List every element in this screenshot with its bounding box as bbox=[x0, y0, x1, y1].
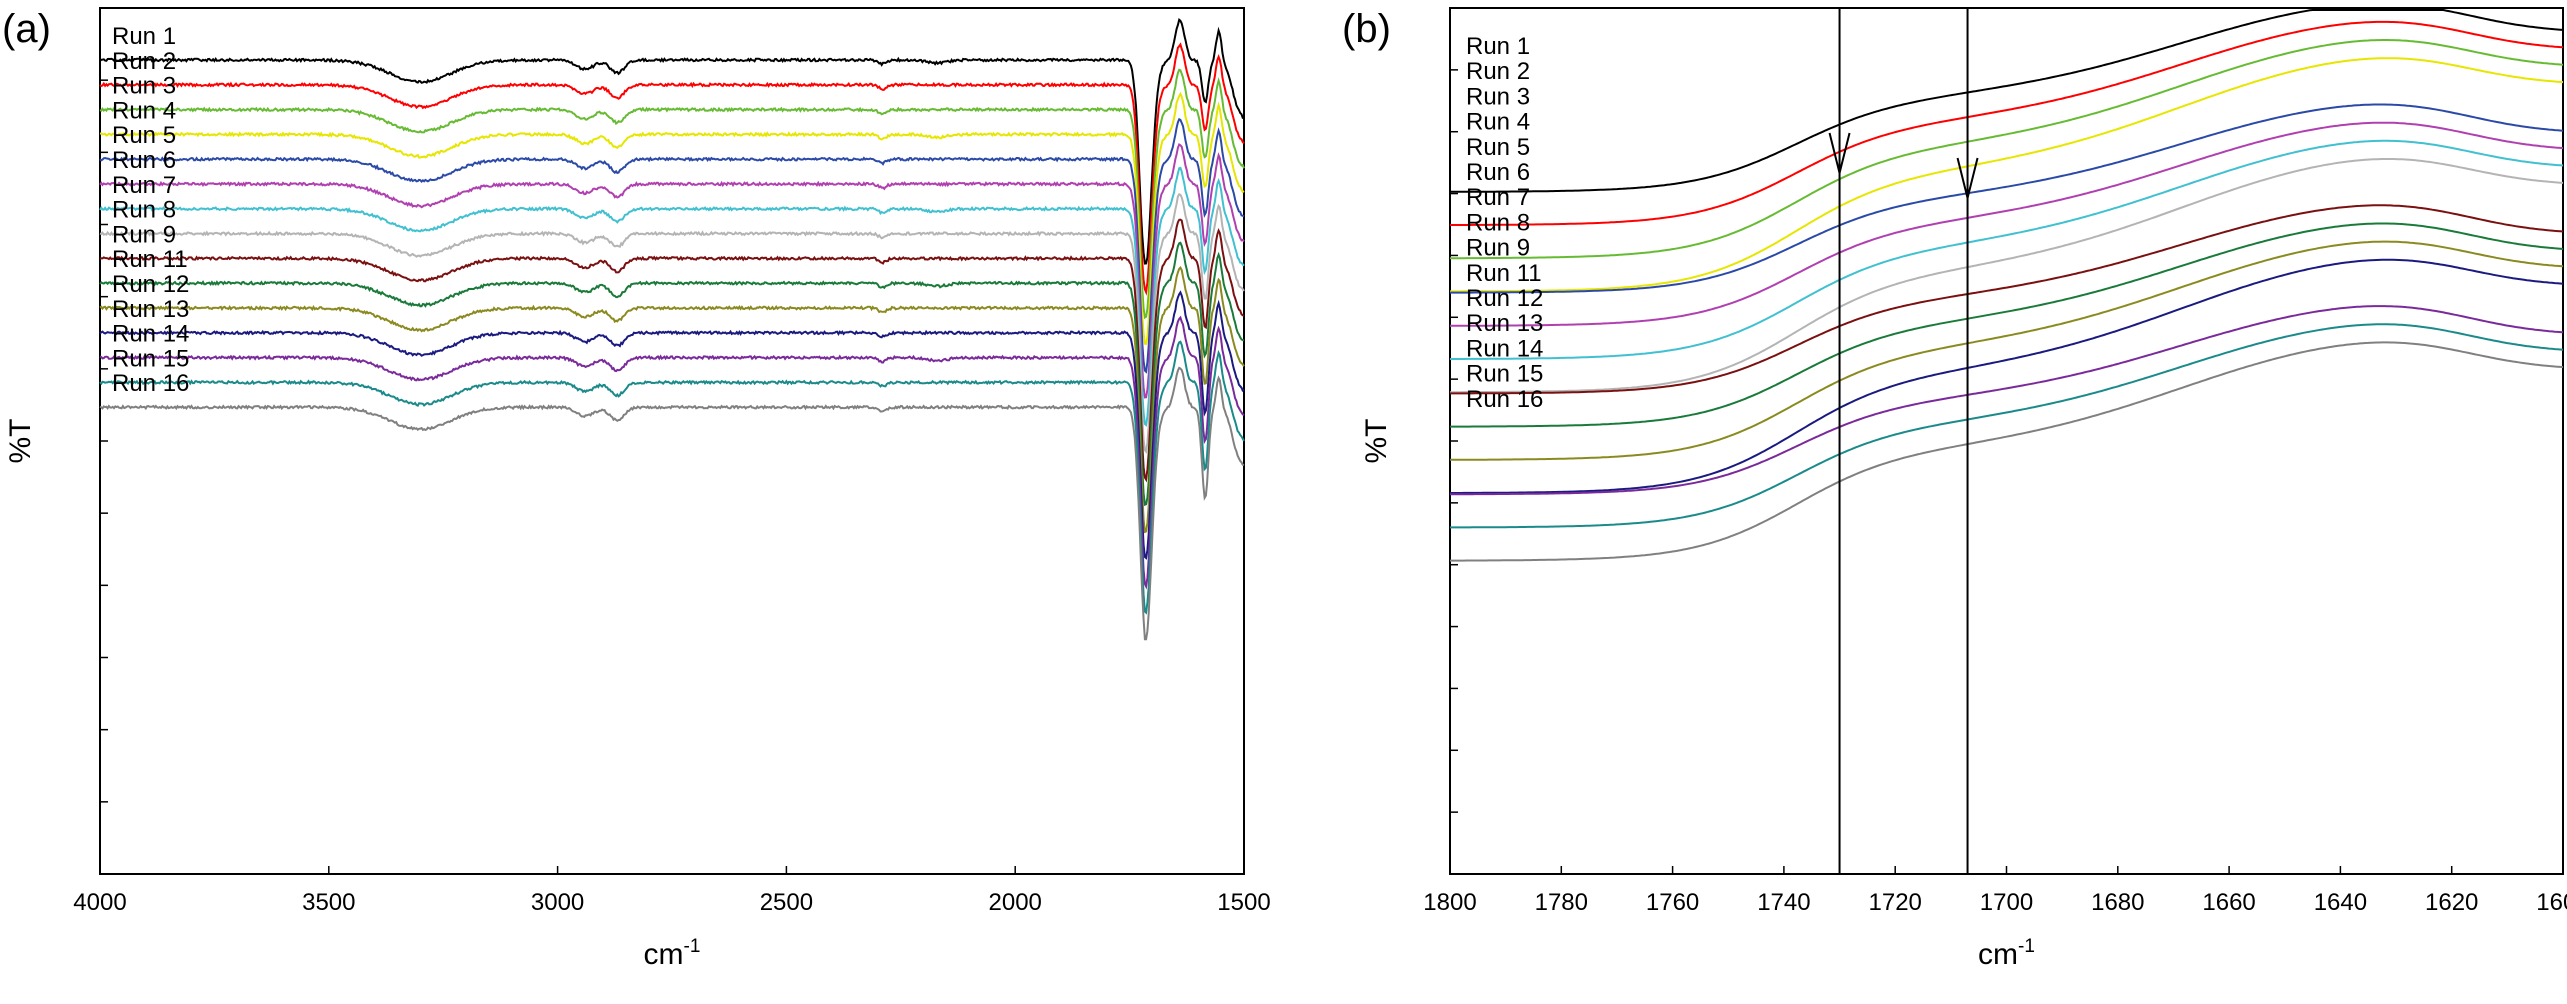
series-line-run-7 bbox=[1450, 139, 2564, 360]
legend-label-run-15: Run 15 bbox=[112, 345, 189, 372]
legend-label-run-1: Run 1 bbox=[1466, 33, 1530, 60]
legend-label-run-3: Run 3 bbox=[112, 73, 176, 100]
series-line-run-14 bbox=[1450, 305, 2564, 496]
legend-label-run-2: Run 2 bbox=[1466, 58, 1530, 85]
x-tick-label-1660: 1660 bbox=[2202, 889, 2255, 916]
series-line-run-14 bbox=[99, 315, 1245, 590]
x-tick-label-1600: 1600 bbox=[2536, 889, 2567, 916]
x-axis-title-superscript: -1 bbox=[684, 936, 701, 957]
panel-b: 1800 1780 1760 1740 1720 1700 1680 1660 1640 1620… bbox=[1360, 7, 2567, 971]
series-line-run-13 bbox=[99, 290, 1245, 560]
x-axis-title-superscript: -1 bbox=[2018, 936, 2035, 957]
x-tick-label-1720: 1720 bbox=[1869, 889, 1922, 916]
legend-label-run-11: Run 11 bbox=[1466, 260, 1542, 287]
legend-label-run-5: Run 5 bbox=[112, 122, 176, 149]
legend-label-run-15: Run 15 bbox=[1466, 361, 1543, 388]
series-line-run-8 bbox=[99, 193, 1245, 455]
x-tick-label-1760: 1760 bbox=[1646, 889, 1699, 916]
legend-label-run-16: Run 16 bbox=[112, 370, 189, 397]
legend-label-run-14: Run 14 bbox=[112, 321, 189, 348]
marker-arrow-1730 bbox=[1828, 132, 1851, 174]
series-line-run-13 bbox=[1450, 258, 2564, 494]
x-tick-label-1500: 1500 bbox=[1217, 889, 1270, 916]
marker-arrow-1707 bbox=[1956, 157, 1979, 199]
series-line-run-16 bbox=[99, 366, 1245, 641]
x-tick-label-2000: 2000 bbox=[989, 889, 1042, 916]
legend-label-run-4: Run 4 bbox=[112, 97, 176, 124]
series-line-run-12 bbox=[1450, 240, 2564, 461]
series-line-run-9 bbox=[1450, 204, 2564, 395]
series-line-run-3 bbox=[1450, 39, 2564, 260]
series-line-run-6 bbox=[1450, 121, 2564, 327]
series-line-run-4 bbox=[1450, 57, 2564, 293]
series-line-run-2 bbox=[99, 42, 1245, 296]
series-line-run-5 bbox=[1450, 103, 2564, 294]
y-axis-title: %T bbox=[1360, 419, 1393, 464]
x-tick-label-2500: 2500 bbox=[760, 889, 813, 916]
x-axis-title: cm-1 bbox=[1978, 936, 2035, 971]
legend-label-run-4: Run 4 bbox=[1466, 109, 1530, 136]
legend-label-run-12: Run 12 bbox=[1466, 285, 1543, 312]
legend-label-run-14: Run 14 bbox=[1466, 335, 1543, 362]
x-tick-label-1620: 1620 bbox=[2425, 889, 2478, 916]
series-line-run-1 bbox=[99, 18, 1245, 265]
legend-label-run-11: Run 11 bbox=[112, 246, 188, 273]
panel-a-letter: (a) bbox=[2, 7, 51, 51]
series-line-run-15 bbox=[99, 340, 1245, 615]
legend-label-run-13: Run 13 bbox=[1466, 310, 1543, 337]
series-line-run-15 bbox=[1450, 323, 2564, 529]
series-line-run-16 bbox=[1450, 341, 2564, 562]
legend-label-run-7: Run 7 bbox=[1466, 184, 1530, 211]
legend-label-run-7: Run 7 bbox=[112, 172, 176, 199]
x-tick-label-1780: 1780 bbox=[1535, 889, 1588, 916]
series-line-run-6 bbox=[99, 142, 1245, 399]
plot-frame bbox=[1449, 7, 2564, 875]
legend-label-run-5: Run 5 bbox=[1466, 134, 1530, 161]
series-line-run-7 bbox=[99, 166, 1245, 427]
legend-label-run-16: Run 16 bbox=[1466, 386, 1543, 413]
legend-label-run-1: Run 1 bbox=[112, 23, 176, 50]
plot-frame bbox=[99, 7, 1245, 875]
x-tick-label-1680: 1680 bbox=[2091, 889, 2144, 916]
series-line-run-11 bbox=[1450, 222, 2564, 428]
legend-label-run-12: Run 12 bbox=[112, 271, 189, 298]
series-line-run-5 bbox=[99, 117, 1245, 374]
series-line-run-3 bbox=[99, 68, 1245, 320]
legend-label-run-8: Run 8 bbox=[1466, 209, 1530, 236]
x-tick-label-1800: 1800 bbox=[1423, 889, 1476, 916]
x-tick-label-4000: 4000 bbox=[73, 889, 126, 916]
series-line-run-2 bbox=[1450, 20, 2564, 226]
legend-label-run-8: Run 8 bbox=[112, 197, 176, 224]
series-line-run-8 bbox=[1450, 158, 2564, 394]
legend-label-run-13: Run 13 bbox=[112, 296, 189, 323]
legend-label-run-6: Run 6 bbox=[1466, 159, 1530, 186]
series-line-run-11 bbox=[99, 241, 1245, 506]
series-line-run-12 bbox=[99, 265, 1245, 534]
legend-label-run-9: Run 9 bbox=[1466, 235, 1530, 262]
series-line-run-9 bbox=[99, 218, 1245, 483]
series-line-run-4 bbox=[99, 91, 1245, 346]
x-tick-label-3500: 3500 bbox=[302, 889, 355, 916]
x-tick-label-1640: 1640 bbox=[2314, 889, 2367, 916]
x-axis-title: cm-1 bbox=[644, 936, 701, 971]
x-tick-label-1740: 1740 bbox=[1757, 889, 1810, 916]
legend-label-run-3: Run 3 bbox=[1466, 83, 1530, 110]
y-axis-title: %T bbox=[4, 419, 37, 464]
legend-label-run-9: Run 9 bbox=[112, 221, 176, 248]
series-line-run-1 bbox=[1450, 9, 2564, 193]
legend-label-run-2: Run 2 bbox=[112, 48, 176, 75]
legend-label-run-6: Run 6 bbox=[112, 147, 176, 174]
panel-b-letter: (b) bbox=[1342, 7, 1391, 51]
x-tick-label-3000: 3000 bbox=[531, 889, 584, 916]
x-tick-label-1700: 1700 bbox=[1980, 889, 2033, 916]
